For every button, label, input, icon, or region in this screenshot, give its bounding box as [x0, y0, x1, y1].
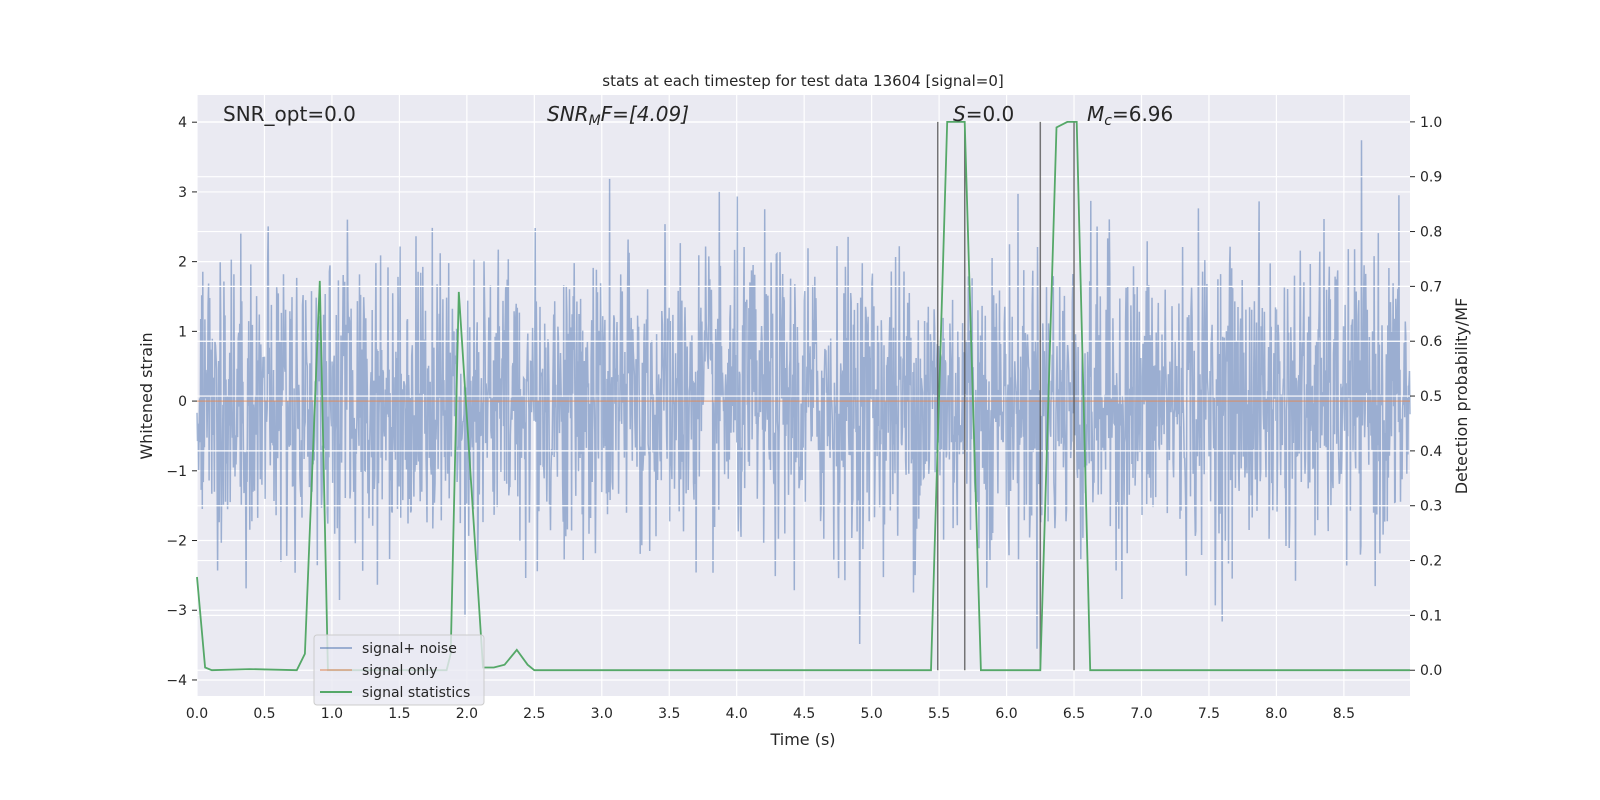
y-right-tick-label: 0.2: [1420, 554, 1442, 570]
y-tick-label: 1: [178, 324, 187, 340]
x-tick-label: 3.0: [591, 706, 613, 722]
annotation-snr-mf: SNRMF=[4.09]: [547, 102, 689, 129]
snr-mf-sub: M: [589, 113, 601, 129]
legend: signal+ noise signal only signal statist…: [313, 634, 485, 706]
x-tick-label: 1.0: [321, 706, 343, 722]
signal-statistics-series: [196, 121, 1410, 672]
x-tick-label: 6.0: [995, 706, 1017, 722]
x-tick-label: 2.0: [456, 706, 478, 722]
mc-rest: =6.96: [1112, 102, 1173, 126]
y-tick-label: −1: [166, 464, 187, 480]
y-right-tick-label: 0.1: [1420, 608, 1442, 624]
signal-statistics-line: [196, 121, 1410, 672]
x-tick-label: 6.5: [1063, 706, 1085, 722]
snr-mf-base: SNR: [547, 102, 589, 126]
mc-var: M: [1087, 102, 1104, 126]
legend-box: [313, 634, 485, 706]
annotation-snr-opt: SNR_opt=0.0: [223, 102, 356, 126]
y-right-tick-label: 0.4: [1420, 444, 1442, 460]
x-tick-label: 2.5: [523, 706, 545, 722]
y-tick-label: −4: [166, 673, 187, 689]
y-right-tick-label: 0.8: [1420, 225, 1442, 241]
y-tick-label: 3: [178, 185, 187, 201]
s-rest: =0.0: [966, 102, 1015, 126]
y-tick-label: −2: [166, 534, 187, 550]
x-tick-label: 7.0: [1130, 706, 1152, 722]
y-right-tick-label: 0.7: [1420, 279, 1442, 295]
s-var: S: [953, 102, 966, 126]
y-tick-label: −3: [166, 603, 187, 619]
y-tick-label: 4: [178, 115, 187, 131]
legend-label-signal-noise: signal+ noise: [362, 641, 457, 657]
x-tick-label: 1.5: [388, 706, 410, 722]
y-right-tick-label: 1.0: [1420, 115, 1442, 131]
signal-noise-line: [196, 140, 1411, 649]
y-tick-labels: −4 −3 −2 −1 0 1 2 3 4: [166, 115, 197, 689]
y-right-tick-label: 0.6: [1420, 334, 1442, 350]
y-tick-label: 2: [178, 255, 187, 271]
grid-right: [197, 121, 1410, 671]
signal-noise-series: [196, 140, 1411, 649]
x-tick-label: 5.5: [928, 706, 950, 722]
legend-label-signal-statistics: signal statistics: [362, 685, 470, 701]
x-tick-label: 4.5: [793, 706, 815, 722]
x-tick-labels: 0.0 0.5 1.0 1.5 2.0 2.5 3.0 3.5 4.0 4.5 5.0 5.5 6.0 6…: [186, 706, 1355, 722]
y-right-tick-label: 0.3: [1420, 499, 1442, 515]
x-tick-label: 4.0: [726, 706, 748, 722]
x-tick-label: 0.0: [186, 706, 208, 722]
snr-mf-rest: F=[4.09]: [601, 102, 689, 126]
x-tick-label: 7.5: [1198, 706, 1220, 722]
vertical-markers: [937, 121, 1075, 671]
y-tick-label: 0: [178, 394, 187, 410]
annotation-mc: Mc=6.96: [1087, 102, 1173, 129]
x-tick-label: 8.5: [1333, 706, 1355, 722]
y-right-axis-label: Detection probability/MF: [1452, 298, 1471, 495]
x-tick-label: 3.5: [658, 706, 680, 722]
chart-title: stats at each timestep for test data 136…: [602, 72, 1003, 90]
y-right-tick-labels: 0.0 0.1 0.2 0.3 0.4 0.5 0.6 0.7 0.8 0.9 1.0: [1410, 115, 1442, 679]
legend-label-signal-only: signal only: [362, 663, 437, 679]
x-axis-label: Time (s): [769, 730, 835, 749]
y-right-tick-label: 0.5: [1420, 389, 1442, 405]
x-tick-label: 8.0: [1265, 706, 1287, 722]
annotation-s: S=0.0: [953, 102, 1014, 126]
y-right-tick-label: 0.9: [1420, 170, 1442, 186]
y-axis-label: Whitened strain: [137, 332, 156, 459]
x-tick-label: 0.5: [253, 706, 275, 722]
mc-sub: c: [1104, 113, 1112, 129]
y-right-tick-label: 0.0: [1420, 663, 1442, 679]
x-tick-label: 5.0: [861, 706, 883, 722]
